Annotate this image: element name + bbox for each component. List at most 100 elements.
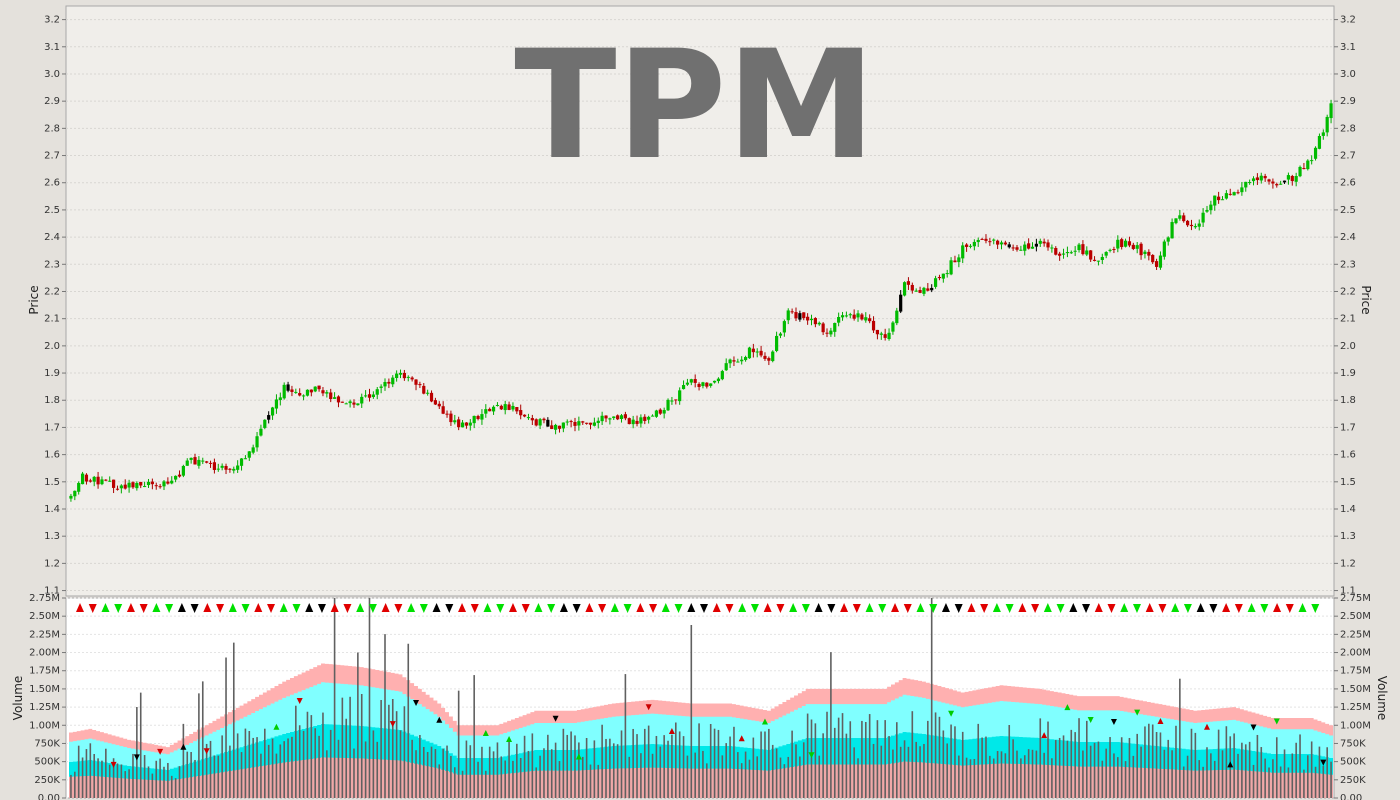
signal-marker [559,603,568,612]
volume-signal-marker [273,723,280,730]
price-tick-label-right: 2.9 [1340,96,1356,107]
price-tick-label-left: 3.2 [44,15,60,26]
candle-body [976,239,980,243]
candle-body [895,310,899,324]
price-axis-label-left: Price [27,285,41,314]
volume-signal-marker [506,735,513,742]
candle-body [650,415,655,417]
signal-marker [649,604,658,613]
candle-body [829,330,833,335]
candle-body [92,476,96,482]
candle-body [189,457,193,460]
signal-marker [992,603,1001,612]
signal-marker [903,604,912,613]
candle-body [809,318,814,321]
signal-marker [190,604,199,613]
candle-body [899,294,903,312]
candle-body [139,481,143,486]
candle-body [592,422,596,426]
candle-body [1170,222,1174,239]
candle-body [871,320,876,331]
candle-body [681,385,686,390]
candle-body [685,382,690,385]
signal-marker [1183,604,1192,613]
candle-body [375,389,379,395]
candle-body [181,465,185,476]
candle-body [906,281,911,285]
candle-body [1236,192,1240,194]
candle-body [883,334,887,338]
candle-body [332,397,337,399]
candle-body [1054,247,1058,255]
signal-marker [521,604,530,613]
candle-body [1321,132,1325,136]
volume-tick-label-right: 750K [1340,738,1366,749]
candle-body [1271,181,1275,184]
signal-marker [139,604,148,613]
price-tick-label-right: 3.2 [1340,15,1356,26]
signal-marker [1082,604,1091,613]
candle-body [286,384,290,391]
candle-body [104,479,108,481]
candle-body [984,238,988,241]
volume-tick-label-right: 500K [1340,757,1366,768]
candle-body [491,406,496,412]
candle-body [600,415,604,422]
candle-body [619,415,624,420]
signal-marker [407,603,416,612]
candle-body [135,482,139,489]
candle-body [1154,261,1159,267]
candle-body [1019,249,1023,251]
signal-marker [687,603,696,612]
volume-signal-marker [645,704,652,711]
signal-marker [330,603,339,612]
candle-body [941,273,945,279]
candle-body [1077,244,1081,251]
candle-body [825,332,829,334]
price-tick-label-left: 2.9 [44,96,60,107]
price-tick-label-left: 1.6 [44,450,60,461]
candle-body [922,287,926,294]
candle-body [507,404,511,410]
candle-body [627,418,631,425]
volume-tick-label-left: 2.00M [29,648,60,659]
candle-body [426,392,430,394]
candle-body [891,322,895,332]
candle-body [1011,247,1015,249]
candle-body [1306,160,1310,170]
signal-marker [394,604,403,613]
candle-body [290,389,294,392]
candle-body [216,468,220,470]
candle-body [1069,252,1073,254]
price-tick-label-right: 1.1 [1340,586,1356,597]
candle-body [1061,253,1066,255]
candle-body [1147,251,1151,256]
candle-body [577,421,581,426]
candle-body [193,457,197,465]
signal-marker [585,603,594,612]
volume-tick-label-right: 1.75M [1340,666,1371,677]
candle-body [1178,215,1182,219]
signal-marker [228,603,237,612]
candle-body [387,381,391,384]
candle-body [1058,253,1062,256]
signal-marker [1222,603,1231,612]
candle-body [336,396,341,403]
candle-body [414,379,418,385]
signal-marker [305,603,314,612]
candle-body [511,405,515,410]
candle-body [1100,256,1104,261]
candle-body [224,465,228,470]
candle-body [313,386,317,392]
candle-body [309,389,313,393]
volume-signal-marker [1250,724,1257,731]
candle-body [274,399,279,409]
candle-body [554,424,558,430]
candle-body [1263,175,1267,179]
volume-tick-label-left: 1.50M [29,684,60,695]
candle-body [236,465,240,470]
candle-body [205,461,209,463]
signal-marker [738,603,747,612]
candle-body [879,333,883,335]
candle-body [709,383,713,386]
